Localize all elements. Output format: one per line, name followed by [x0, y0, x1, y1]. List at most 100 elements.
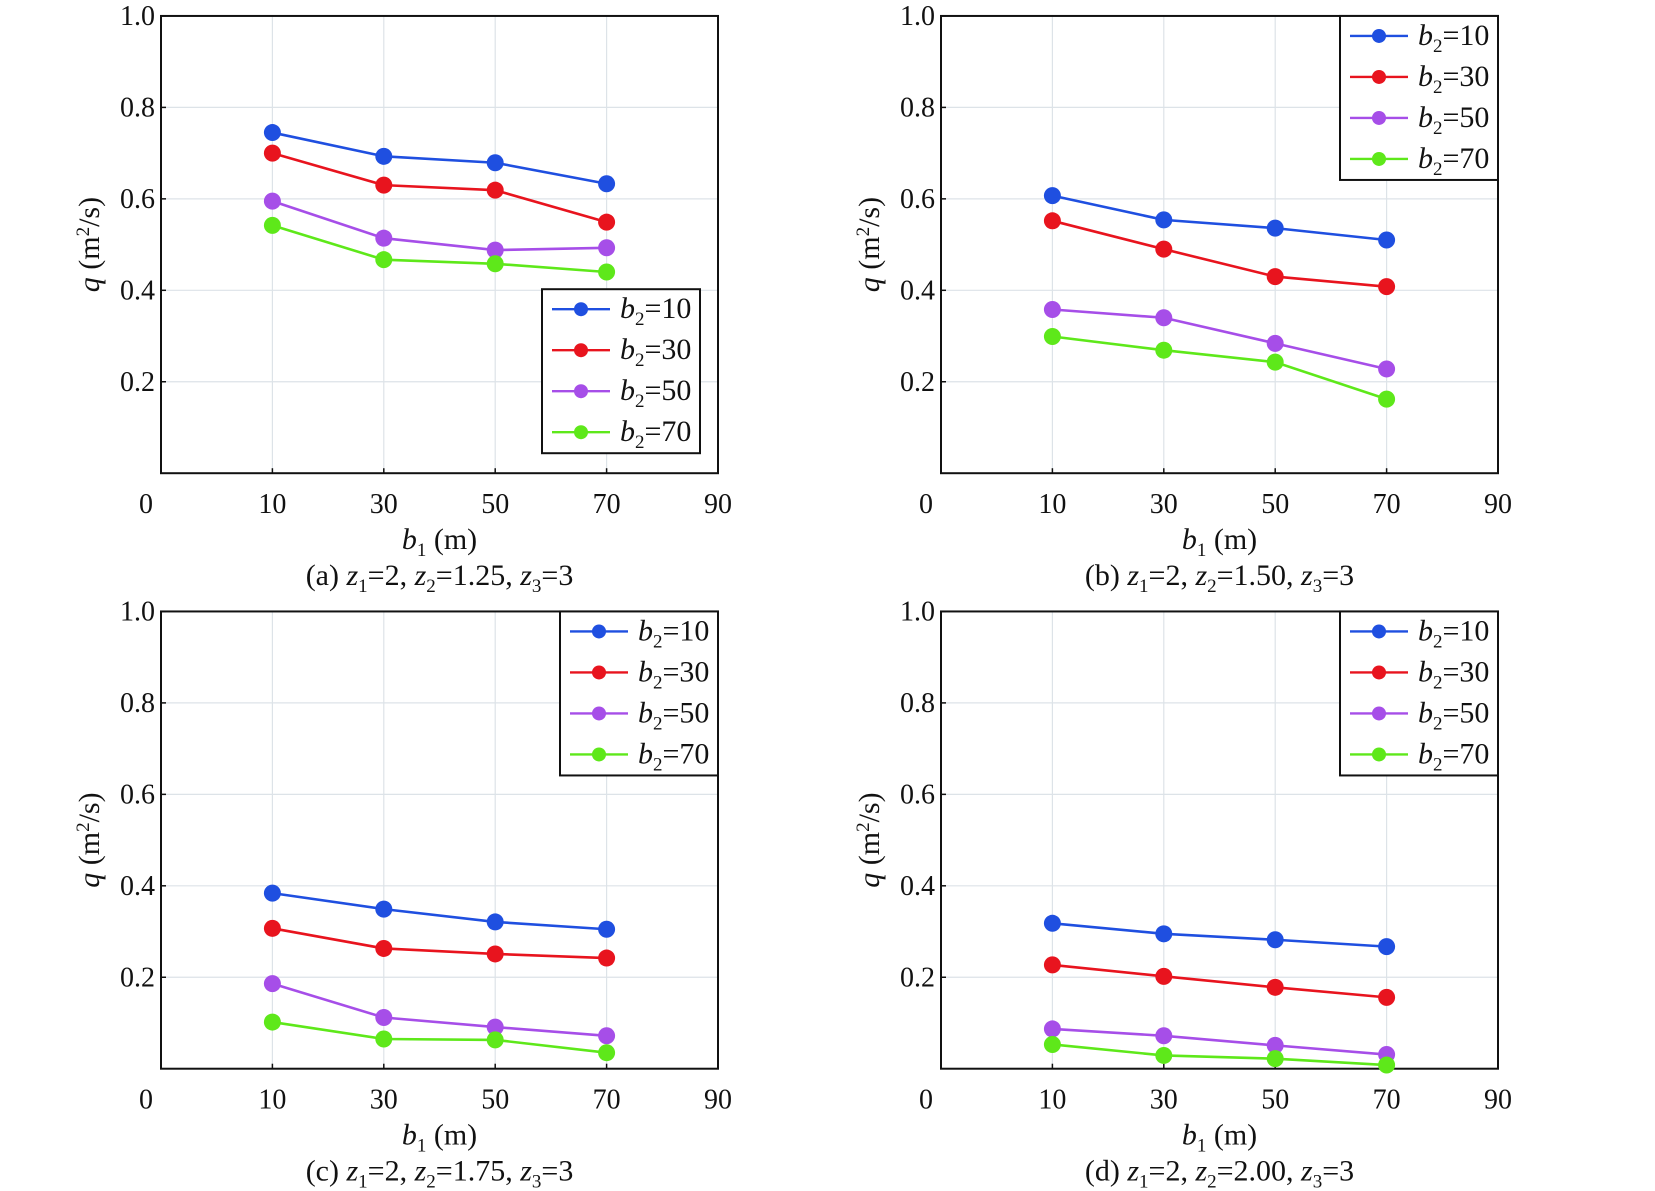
legend-label: b2=30 [638, 655, 709, 693]
caption-z2-sub: 2 [1207, 576, 1217, 597]
caption-sep: , [505, 1155, 520, 1188]
caption-z1-var: z [345, 1155, 358, 1188]
plot-frame [940, 14, 1499, 475]
y-axis-sup: 2 [853, 822, 874, 832]
legend-val: =70 [645, 415, 692, 448]
y-axis-sup: 2 [853, 227, 874, 237]
y-axis-sup: 2 [73, 822, 94, 832]
legend-marker [574, 425, 588, 440]
x-tick-label: 10 [258, 1085, 286, 1116]
data-point [1378, 360, 1396, 378]
y-tick-label: 0.8 [900, 92, 935, 123]
caption-z3-var: z [519, 1155, 532, 1188]
legend-item: b2=10 [1350, 614, 1489, 652]
series-line [1052, 308, 1387, 371]
data-point [1043, 187, 1061, 205]
legend-sub: 2 [635, 350, 645, 371]
legend-var: b [620, 415, 635, 448]
legend-var: b [1418, 19, 1433, 52]
y-tick-label: 1.0 [900, 1, 935, 32]
y-tick-label: 0.8 [900, 688, 935, 719]
legend-item: b2=70 [1350, 142, 1489, 180]
series-line [1052, 219, 1387, 288]
x-tick-label: 30 [370, 1085, 398, 1116]
caption-z1-sub: 1 [358, 1172, 368, 1191]
legend-item: b2=30 [1350, 60, 1489, 98]
legend-item: b2=50 [1350, 101, 1489, 139]
x-axis-var: b [1182, 523, 1197, 556]
legend-label: b2=50 [620, 374, 691, 412]
caption-eq: = [1322, 1155, 1339, 1188]
legend-label: b2=10 [1418, 614, 1489, 652]
y-tick-label: 0.4 [120, 275, 155, 306]
caption-z3-var: z [519, 559, 532, 592]
caption-prefix: (c) [306, 1155, 347, 1188]
y-tick-label: 0.8 [120, 92, 155, 123]
x-tick-label: 10 [1038, 1085, 1066, 1116]
legend-box [1339, 14, 1499, 181]
y-tick-label: 0.6 [900, 779, 935, 810]
caption-sep: , [1180, 1155, 1195, 1188]
legend-item: b2=30 [1350, 655, 1489, 693]
y-tick-label: 0.4 [900, 871, 935, 902]
series-line [272, 927, 607, 960]
legend-label: b2=70 [1418, 737, 1489, 775]
legend-sub: 2 [1433, 159, 1443, 180]
caption-prefix: (d) [1085, 1155, 1127, 1188]
data-point [598, 920, 616, 938]
y-axis-unit: (m [853, 832, 886, 873]
x-axis-sub: 1 [417, 1136, 427, 1157]
legend-label: b2=10 [1418, 19, 1489, 57]
legend-marker [592, 665, 606, 680]
caption-eq: = [1217, 559, 1234, 592]
data-point [263, 124, 281, 142]
caption-z1-val: 2 [1165, 559, 1180, 592]
legend-sub: 2 [1433, 118, 1443, 139]
x-axis-unit: (m) [426, 523, 477, 556]
legend-val: =30 [1443, 60, 1490, 93]
y-tick-label: 1.0 [120, 1, 155, 32]
caption-z3-sub: 3 [1313, 576, 1323, 597]
y-tick-label: 0.2 [120, 962, 155, 993]
y-axis-label: q (m2/s) [853, 792, 886, 887]
y-axis-var: q [853, 277, 886, 292]
x-tick-label: 0 [919, 489, 933, 520]
data-point [1378, 1056, 1396, 1074]
caption-z2-var: z [414, 1155, 427, 1188]
series-line [1052, 1027, 1387, 1056]
data-point [1155, 967, 1173, 985]
legend-item: b2=30 [552, 333, 691, 371]
data-point [598, 175, 616, 193]
caption-z2-sub: 2 [1207, 1172, 1217, 1191]
caption-sep: , [400, 1155, 415, 1188]
caption-sep: , [1286, 559, 1301, 592]
caption-z1-val: 2 [1165, 1155, 1180, 1188]
x-tick-label: 50 [481, 489, 509, 520]
data-point [598, 213, 616, 231]
series-b2-70 [1043, 1035, 1396, 1074]
x-axis-unit: (m) [426, 1119, 477, 1152]
legend-box [559, 610, 719, 777]
data-point [1266, 219, 1284, 237]
y-axis-sup: 2 [73, 227, 94, 237]
legend-label: b2=50 [1418, 101, 1489, 139]
series-line [272, 151, 607, 224]
data-point [1043, 914, 1061, 932]
caption-z3-val: 3 [1339, 559, 1354, 592]
x-axis-var: b [1182, 1119, 1197, 1152]
legend-val: =10 [1443, 614, 1490, 647]
data-point [1155, 1046, 1173, 1064]
series-b2-10 [1043, 914, 1396, 956]
legend-item: b2=50 [552, 374, 691, 412]
x-axis-label: b1 (m) [402, 1119, 477, 1157]
data-point [263, 975, 281, 993]
legend-marker [1372, 151, 1386, 166]
data-point [486, 241, 504, 259]
legend-item: b2=70 [552, 415, 691, 453]
legend-label: b2=70 [638, 737, 709, 775]
legend-sub: 2 [1433, 77, 1443, 98]
legend-item: b2=70 [1350, 737, 1489, 775]
x-axis-label: b1 (m) [1182, 523, 1257, 561]
